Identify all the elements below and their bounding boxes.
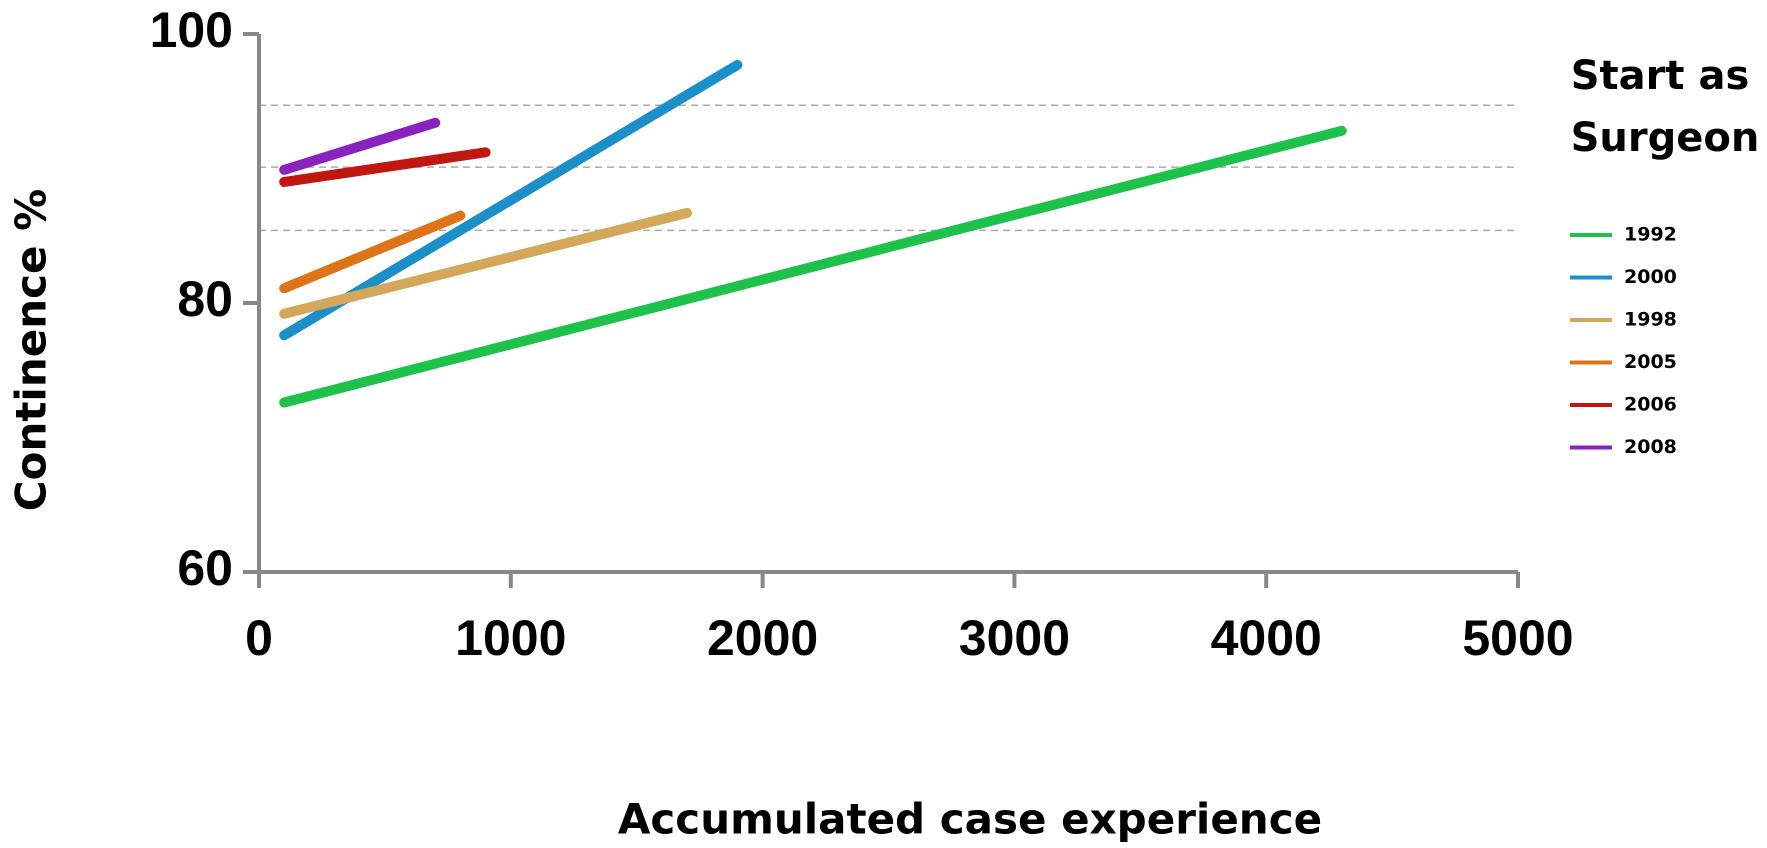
y-tick-label: 80	[177, 271, 233, 327]
legend-title: Start as	[1571, 53, 1750, 99]
x-axis-title: Accumulated case experience	[618, 795, 1322, 844]
series-line	[279, 207, 693, 319]
x-tick-label: 0	[245, 610, 273, 666]
legend-label: 2008	[1624, 436, 1677, 458]
x-tick-label: 3000	[959, 610, 1070, 666]
y-tick-label: 60	[177, 540, 233, 596]
x-tick-label: 4000	[1211, 610, 1322, 666]
legend-label: 2005	[1624, 351, 1677, 373]
legend-label: 1998	[1624, 309, 1677, 331]
series-line	[279, 125, 1347, 408]
series-line	[279, 117, 441, 175]
legend-label: 2006	[1624, 394, 1677, 416]
series-line	[279, 210, 466, 294]
x-tick-label: 5000	[1462, 610, 1573, 666]
y-axis-title: Continence %	[7, 189, 56, 511]
legend-label: 2000	[1624, 266, 1677, 288]
x-tick-label: 2000	[707, 610, 818, 666]
y-tick-label: 100	[150, 2, 233, 58]
legend-label: 1992	[1624, 224, 1677, 246]
legend-title: Surgeon	[1571, 115, 1760, 161]
series-line	[279, 147, 491, 187]
x-tick-label: 1000	[455, 610, 566, 666]
